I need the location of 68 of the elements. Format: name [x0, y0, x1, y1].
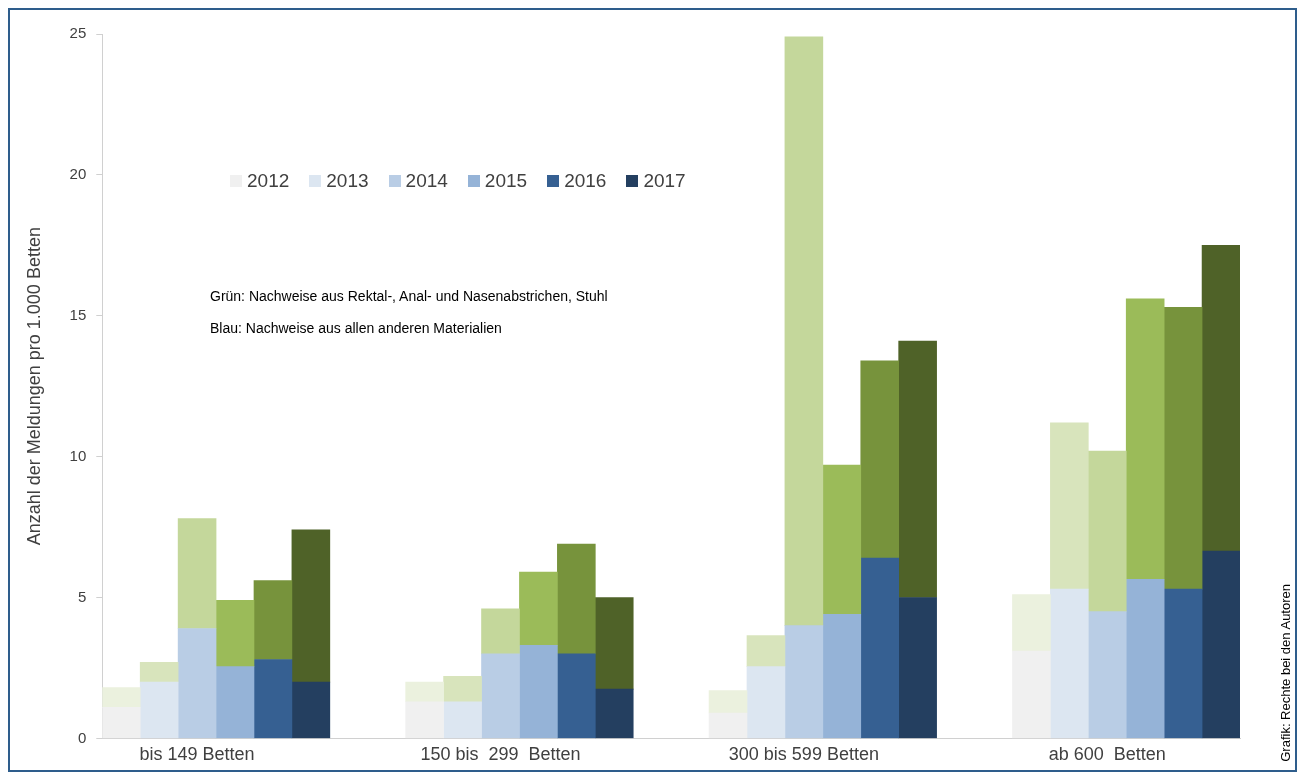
bar	[1050, 422, 1089, 590]
bar	[898, 340, 937, 598]
x-tick-label: ab 600 Betten	[1048, 744, 1166, 765]
bar	[443, 676, 482, 703]
bar	[1201, 550, 1240, 739]
x-tick-label: bis 149 Betten	[139, 744, 255, 765]
bar	[405, 681, 444, 703]
bar	[481, 608, 520, 655]
bar	[708, 712, 748, 739]
bar	[557, 543, 596, 655]
bar	[594, 688, 634, 739]
bar	[1163, 306, 1203, 590]
legend-label: 2012	[247, 170, 290, 192]
bar	[1087, 450, 1127, 612]
y-tick-label: 10	[69, 446, 87, 464]
bar	[139, 662, 179, 683]
bar	[253, 659, 293, 739]
bar	[860, 557, 900, 739]
y-axis-title: Anzahl der Meldungen pro 1.000 Betten	[23, 227, 44, 546]
bar	[557, 653, 596, 739]
bar	[177, 628, 217, 739]
bar	[1125, 578, 1165, 739]
bar	[519, 645, 558, 739]
bar	[253, 580, 293, 660]
bar	[1012, 594, 1051, 652]
text: Grafik: Rechte bei den Autoren	[1278, 584, 1293, 762]
bar	[481, 653, 520, 739]
bar	[784, 625, 824, 739]
legend-label: 2017	[643, 170, 686, 192]
bar	[1087, 611, 1127, 739]
bar	[1125, 298, 1165, 580]
x-tick-label: 300 bis 599 Betten	[728, 744, 879, 765]
bar	[746, 635, 786, 667]
bar	[215, 666, 255, 739]
y-tick-label: 0	[77, 728, 87, 746]
y-tick-label: 20	[69, 165, 87, 183]
y-tick-label: 25	[69, 24, 87, 42]
bar	[215, 600, 255, 667]
bar	[519, 571, 558, 646]
bar	[784, 36, 824, 627]
bar	[1012, 650, 1051, 739]
bar	[291, 681, 331, 739]
bar	[594, 597, 634, 690]
annotation: Grün: Nachweise aus Rektal-, Anal- und Nasenabstrichen, Stuhl	[210, 287, 608, 306]
legend-label: 2013	[326, 170, 369, 192]
bar	[822, 614, 862, 739]
bar	[102, 687, 141, 708]
legend-label: 2015	[484, 170, 528, 192]
bar	[898, 597, 937, 739]
annotation: Blau: Nachweise aus allen anderen Materialien	[210, 319, 503, 338]
y-tick-label: 5	[77, 587, 87, 605]
x-tick-label: 150 bis 299 Betten	[420, 744, 581, 765]
bar	[1201, 244, 1240, 552]
bar	[291, 529, 331, 683]
legend-label: 2014	[405, 170, 448, 192]
bar	[177, 518, 217, 629]
bar	[405, 701, 444, 739]
bar	[443, 701, 482, 739]
bar	[102, 707, 141, 739]
bar	[746, 666, 786, 739]
bar	[1050, 588, 1089, 739]
y-tick-label: 15	[69, 305, 87, 323]
bar	[139, 681, 179, 739]
legend-label: 2016	[564, 170, 607, 192]
bar	[708, 690, 748, 714]
bar	[860, 360, 900, 559]
bar	[1163, 588, 1203, 739]
bar	[822, 464, 862, 615]
